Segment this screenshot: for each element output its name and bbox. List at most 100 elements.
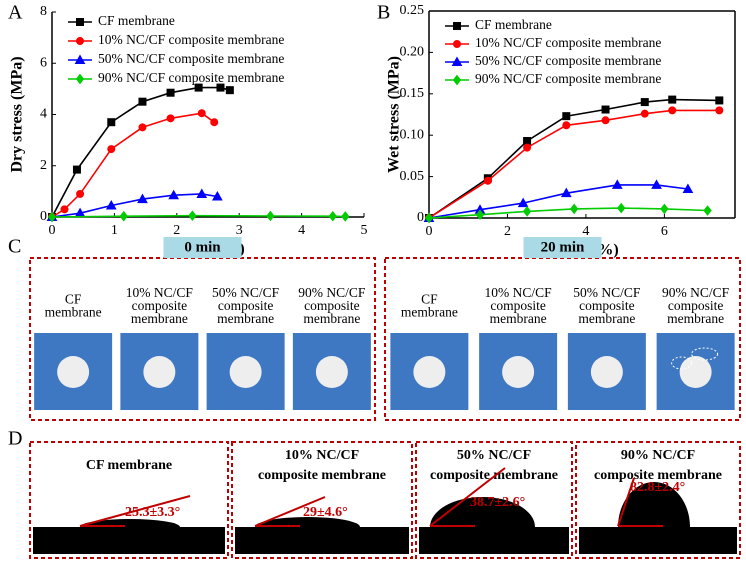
panel-label: D <box>8 428 22 450</box>
sample-disc <box>143 356 176 388</box>
sample-title: composite membrane <box>594 468 722 483</box>
sample-title: 10% NC/CF <box>285 448 359 463</box>
substrate <box>579 527 737 554</box>
marker <box>341 211 350 222</box>
marker <box>119 210 128 222</box>
tangent <box>254 496 326 527</box>
y-tick-label: 0.20 <box>400 45 425 60</box>
x-tick-label: 4 <box>298 223 305 238</box>
sample-caption: 10% NC/CF <box>485 285 553 300</box>
sample-caption: CF <box>65 292 82 307</box>
sample-caption: CF <box>421 292 438 307</box>
y-tick-label: 0.05 <box>400 169 425 184</box>
sample-caption: composite <box>668 298 724 313</box>
legend-label: 50% NC/CF composite membrane <box>475 53 661 68</box>
sample-caption: 10% NC/CF <box>126 285 194 300</box>
legend-label: 10% NC/CF composite membrane <box>98 32 284 47</box>
y-tick-label: 0.25 <box>400 3 425 18</box>
marker <box>517 197 529 208</box>
marker <box>47 211 57 223</box>
droplet <box>255 517 360 527</box>
marker <box>266 210 275 222</box>
marker <box>225 86 234 95</box>
droplet <box>618 482 690 527</box>
legend-marker <box>76 18 84 26</box>
marker <box>668 95 677 104</box>
panel-label: C <box>8 236 21 258</box>
time-label: 0 min <box>184 239 221 255</box>
marker <box>105 199 117 210</box>
sample-disc <box>57 356 90 388</box>
marker <box>137 193 148 204</box>
x-tick-label: 3 <box>236 223 243 238</box>
x-tick-label: 6 <box>661 224 668 239</box>
marker <box>523 136 532 145</box>
sample-title: 50% NC/CF <box>457 448 531 463</box>
marker <box>188 210 197 222</box>
sample-caption: 50% NC/CF <box>212 285 280 300</box>
y-tick-label: 0.15 <box>400 86 425 101</box>
marker <box>107 118 116 127</box>
marker <box>570 203 579 215</box>
marker <box>424 212 434 224</box>
marker <box>197 109 206 118</box>
sample-title: CF membrane <box>86 458 172 473</box>
y-tick-label: 4 <box>40 107 47 122</box>
marker <box>475 209 485 221</box>
marker <box>328 210 337 222</box>
y-tick-label: 8 <box>40 4 47 19</box>
legend-label: CF membrane <box>475 17 552 32</box>
sample-caption: 90% NC/CF <box>298 285 366 300</box>
y-tick-label: 6 <box>40 55 47 70</box>
contact-angle: 38.7±2.6° <box>470 495 525 510</box>
sample-caption: membrane <box>303 311 360 326</box>
sample-title: composite membrane <box>258 468 386 483</box>
x-tick-label: 5 <box>361 223 368 238</box>
marker <box>668 106 677 115</box>
tangent <box>79 495 191 527</box>
marker <box>640 98 649 107</box>
sample-box <box>231 441 413 559</box>
legend-marker <box>74 54 86 64</box>
marker <box>194 83 203 92</box>
sample-title: 90% NC/CF <box>621 448 695 463</box>
series-line <box>428 184 689 219</box>
marker <box>601 105 610 114</box>
time-badge <box>163 237 242 258</box>
legend-marker <box>453 22 461 30</box>
substrate <box>33 527 225 554</box>
series-line <box>428 98 720 219</box>
y-tick-label: 0 <box>417 210 424 225</box>
sample-caption: membrane <box>217 311 274 326</box>
legend-label: 50% NC/CF composite membrane <box>98 51 284 66</box>
time-badge <box>523 237 602 258</box>
sample-caption: composite <box>304 298 360 313</box>
marker <box>216 83 225 92</box>
sample-caption: 90% NC/CF <box>662 285 730 300</box>
marker <box>611 179 623 189</box>
marker <box>617 202 626 214</box>
x-tick-label: 1 <box>111 223 118 238</box>
marker <box>715 106 724 115</box>
sample-disc <box>413 356 446 388</box>
legend-marker <box>451 56 463 66</box>
sample-caption: membrane <box>45 305 102 320</box>
y-axis-label: Wet stress (MPa) <box>386 56 403 173</box>
legend-marker <box>76 37 84 45</box>
y-tick-label: 0 <box>40 209 47 224</box>
sample-disc <box>590 356 623 388</box>
x-tick-label: 0 <box>49 223 56 238</box>
sample-caption: membrane <box>131 311 188 326</box>
marker <box>72 165 81 174</box>
marker <box>715 96 724 105</box>
marker <box>640 109 649 118</box>
marker <box>168 189 180 200</box>
marker <box>107 145 116 154</box>
sample-caption: membrane <box>401 305 458 320</box>
y-axis-label: Dry stress (MPa) <box>9 56 26 172</box>
legend-marker <box>453 40 461 48</box>
marker <box>522 206 532 217</box>
sample-disc <box>315 356 348 388</box>
sample-caption: composite <box>490 298 546 313</box>
